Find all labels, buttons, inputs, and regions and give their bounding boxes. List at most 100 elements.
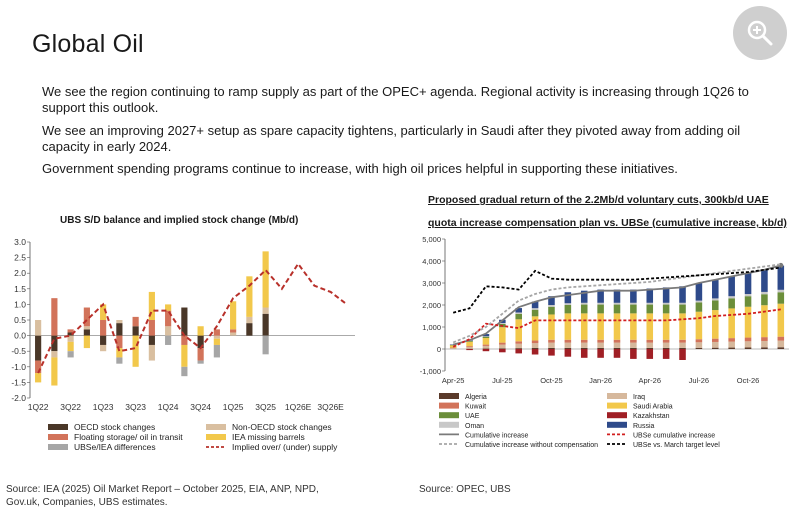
bar-saudi-arabia [695,311,703,340]
legend-label-oman: Oman [465,423,484,430]
bar-non-oecd-stock-changes [148,344,155,361]
bar-kazakhstan [662,349,670,359]
legend-label-iea-missing-barrels: IEA missing barrels [232,432,305,442]
bar-iraq [449,348,457,349]
bar-iraq [761,340,768,348]
x-tick-label: 3Q24 [190,402,211,412]
zoom-button[interactable] [733,6,787,60]
bar-uae [712,300,719,311]
bar-saudi-arabia [777,303,785,337]
legend-label-kazakhstan: Kazakhstan [633,413,670,420]
bar-uae [466,340,473,342]
y-tick-label: 3,000 [422,279,441,288]
bar-non-oecd-stock-changes [246,316,253,324]
bar-kuwait [466,346,473,348]
bar-kuwait [761,337,768,341]
bar-russia [662,287,670,303]
bar-uae [744,296,752,307]
x-tick-label: 3Q22 [60,402,81,412]
legend-label-ubse-vs-march-target-level: UBSe vs. March target level [633,442,720,449]
bar-oecd-stock-changes [262,313,269,336]
bar-oman [761,291,768,295]
bar-russia [580,290,588,303]
bar-iraq [564,342,572,348]
bar-floating-storage-oil-in-transit [51,298,58,336]
legend-label-ubse-iea-differences: UBSe/IEA differences [74,442,156,452]
source-left: Source: IEA (2025) Oil Market Report – O… [6,484,319,508]
x-tick-label: Apr-25 [442,376,465,385]
bar-iraq [515,343,522,349]
bar-non-oecd-stock-changes [230,332,237,336]
bar-algeria [761,347,768,349]
bar-floating-storage-oil-in-transit [181,335,188,345]
bar-ubse-iea-differences [262,335,269,355]
bar-algeria [695,347,703,349]
bar-kuwait [777,336,785,341]
bar-saudi-arabia [679,313,686,340]
bar-iea-missing-barrels [197,326,204,336]
x-tick-label: 3Q23 [125,402,146,412]
bar-ubse-iea-differences [197,360,204,364]
bar-uae [679,304,686,314]
bar-oecd-stock-changes [197,335,204,349]
bar-iraq [548,342,555,348]
bar-iea-missing-barrels [148,291,155,320]
bar-algeria [580,347,588,349]
bar-oman [744,294,752,297]
bar-floating-storage-oil-in-transit [213,329,220,336]
bar-iraq [728,341,735,348]
bar-russia [531,301,539,309]
bar-iea-missing-barrels [181,344,188,367]
bar-saudi-arabia [630,313,637,340]
x-tick-label: Jul-26 [689,376,709,385]
legend-swatch-floating-storage-oil-in-transit [48,434,68,440]
bar-non-oecd-stock-changes [165,326,172,336]
bar-iea-missing-barrels [35,373,42,383]
bar-saudi-arabia [548,314,555,340]
bar-algeria [531,348,539,349]
x-tick-label: 1Q23 [93,402,114,412]
legend-swatch-kazakhstan [607,412,627,419]
bar-kuwait [531,340,539,344]
bar-oman [515,312,522,314]
bar-algeria [679,347,686,349]
bar-oman [679,302,686,305]
bar-iea-missing-barrels [51,357,58,386]
bar-ubse-iea-differences [165,335,172,345]
bar-oecd-stock-changes [116,323,123,336]
legend-label-implied-over-under-supply: Implied over/ (under) supply [232,442,338,452]
bar-iraq [630,342,637,348]
bar-iraq [679,342,686,348]
bar-saudi-arabia [580,313,588,340]
bar-uae [548,306,555,315]
bar-non-oecd-stock-changes [83,326,90,330]
bar-saudi-arabia [646,313,654,340]
y-tick-label: -0.5 [11,346,26,356]
bar-iraq [613,342,621,348]
bar-saudi-arabia [531,316,539,341]
bar-saudi-arabia [597,313,604,340]
y-tick-label: -1.0 [11,362,26,372]
y-tick-label: 4,000 [422,257,441,266]
legend-label-kuwait: Kuwait [465,404,486,411]
bar-oman [613,302,621,305]
bar-kazakhstan [646,349,654,359]
bar-kazakhstan [580,349,588,358]
x-tick-label: Apr-26 [639,376,662,385]
bar-russia [548,296,555,305]
bar-kuwait [499,342,506,345]
bar-saudi-arabia [662,313,670,340]
bar-saudi-arabia [712,310,719,339]
bar-floating-storage-oil-in-transit [67,329,74,333]
bar-oman [777,289,785,293]
y-tick-label: 1,000 [422,323,441,332]
bar-russia [646,288,654,303]
bar-russia [613,289,621,303]
bar-floating-storage-oil-in-transit [132,316,139,327]
bar-ubse-iea-differences [116,357,123,364]
legend-swatch-iea-missing-barrels [206,434,226,440]
y-tick-label: 1.0 [14,299,26,309]
bar-saudi-arabia [482,338,490,345]
bar-kazakhstan [548,349,555,356]
bar-oecd-stock-changes [83,329,90,336]
